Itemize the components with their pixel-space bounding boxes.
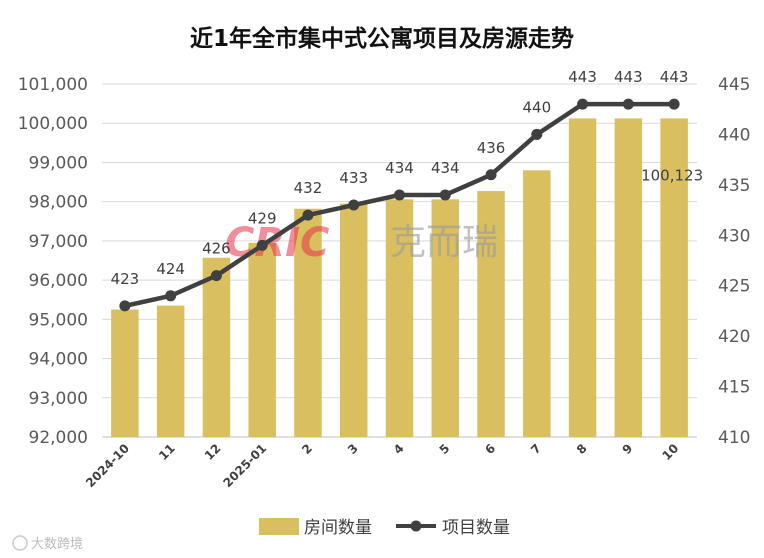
y-left-tick-label: 100,000	[18, 114, 88, 134]
line-point	[165, 290, 177, 302]
legend-swatch-bars	[259, 518, 299, 535]
x-tick-label: 2025-01	[220, 441, 269, 490]
bar	[202, 257, 231, 437]
line-data-label: 434	[431, 159, 460, 177]
x-tick-label: 8	[574, 441, 590, 457]
y-axis-right: 410 415 420 425 430 435 440 445	[718, 75, 750, 448]
bar	[568, 118, 597, 437]
line-data-label: 443	[614, 68, 643, 86]
y-left-tick-label: 101,000	[18, 75, 88, 95]
y-right-tick-label: 410	[718, 428, 750, 448]
line-data-label: 429	[248, 209, 277, 227]
bar	[431, 199, 459, 437]
bar	[156, 305, 185, 437]
y-right-tick-label: 445	[718, 75, 750, 95]
line-data-label: 443	[660, 68, 689, 86]
x-tick-label: 6	[482, 441, 498, 457]
line-point	[668, 98, 680, 110]
line-point	[302, 209, 314, 221]
line-data-label: 433	[339, 169, 368, 187]
legend-item-line[interactable]: 项目数量	[396, 518, 510, 538]
y-axis-left: 92,000 93,000 94,000 95,000 96,000 97,000 98,0…	[18, 75, 88, 448]
line-data-label: 426	[202, 240, 231, 258]
bar	[111, 309, 139, 437]
line-point	[119, 300, 131, 312]
x-tick-label: 9	[620, 441, 636, 457]
line-point	[439, 189, 451, 201]
credit-mark: 大数跨境	[12, 535, 83, 552]
y-left-tick-label: 92,000	[29, 428, 88, 448]
line-data-label: 440	[522, 98, 551, 116]
chart-title: 近1年全市集中式公寓项目及房源走势	[190, 25, 574, 52]
line-point	[531, 128, 543, 140]
line-data-label: 432	[294, 179, 323, 197]
bar	[385, 199, 414, 437]
y-left-tick-label: 97,000	[29, 232, 88, 252]
y-left-tick-label: 94,000	[29, 350, 88, 370]
line-data-label: 434	[385, 159, 414, 177]
line-data-label: 423	[111, 270, 140, 288]
x-tick-label: 4	[391, 441, 407, 457]
x-tick-label: 12	[202, 441, 224, 463]
legend-label-bars: 房间数量	[304, 518, 372, 538]
legend-label-line: 项目数量	[442, 518, 510, 538]
x-tick-label: 10	[660, 441, 682, 463]
line-point	[485, 169, 497, 181]
line-point	[256, 239, 268, 251]
y-right-tick-label: 435	[718, 176, 750, 196]
y-left-tick-label: 96,000	[29, 271, 88, 291]
credit-text: 大数跨境	[31, 537, 83, 552]
watermark: CRIC 克而瑞	[225, 220, 498, 266]
bar	[340, 203, 368, 437]
line-point	[577, 98, 589, 110]
line-point	[210, 270, 222, 282]
x-tick-label: 3	[345, 441, 361, 457]
y-right-tick-label: 430	[718, 226, 750, 246]
bar	[294, 208, 322, 437]
line-point	[348, 199, 360, 211]
bar-series	[111, 118, 688, 438]
bar	[523, 170, 551, 438]
line-data-label: 443	[568, 68, 597, 86]
line-data-label: 424	[156, 260, 185, 278]
x-tick-label: 2	[299, 441, 315, 457]
y-left-tick-label: 93,000	[29, 389, 88, 409]
y-left-tick-label: 95,000	[29, 310, 88, 330]
bar	[660, 118, 688, 437]
watermark-cn: 克而瑞	[390, 222, 498, 263]
legend-marker-line	[410, 520, 422, 532]
line-point	[622, 98, 634, 110]
y-right-tick-label: 420	[718, 327, 750, 347]
y-right-tick-label: 415	[718, 378, 750, 398]
line-point	[394, 189, 405, 201]
line-data-labels: 423 424 426 429 432 433 434 434 436 440 443 443 443	[111, 68, 689, 288]
line-data-label: 436	[477, 139, 506, 157]
x-tick-label: 5	[437, 441, 453, 457]
x-tick-label: 7	[528, 441, 544, 457]
bar-data-label: 100,123	[641, 166, 703, 184]
x-tick-label: 2024-10	[83, 441, 132, 490]
y-left-tick-label: 99,000	[29, 153, 88, 173]
y-left-tick-label: 98,000	[29, 193, 88, 213]
y-right-tick-label: 425	[718, 277, 750, 297]
legend-item-bars[interactable]: 房间数量	[259, 518, 372, 538]
bar	[614, 118, 643, 437]
bar	[248, 242, 276, 437]
x-tick-label: 11	[156, 441, 178, 463]
line-points	[119, 98, 680, 312]
bar	[477, 191, 505, 437]
credit-icon	[12, 535, 28, 551]
y-right-tick-label: 440	[718, 125, 750, 145]
legend: 房间数量 项目数量	[259, 518, 510, 538]
